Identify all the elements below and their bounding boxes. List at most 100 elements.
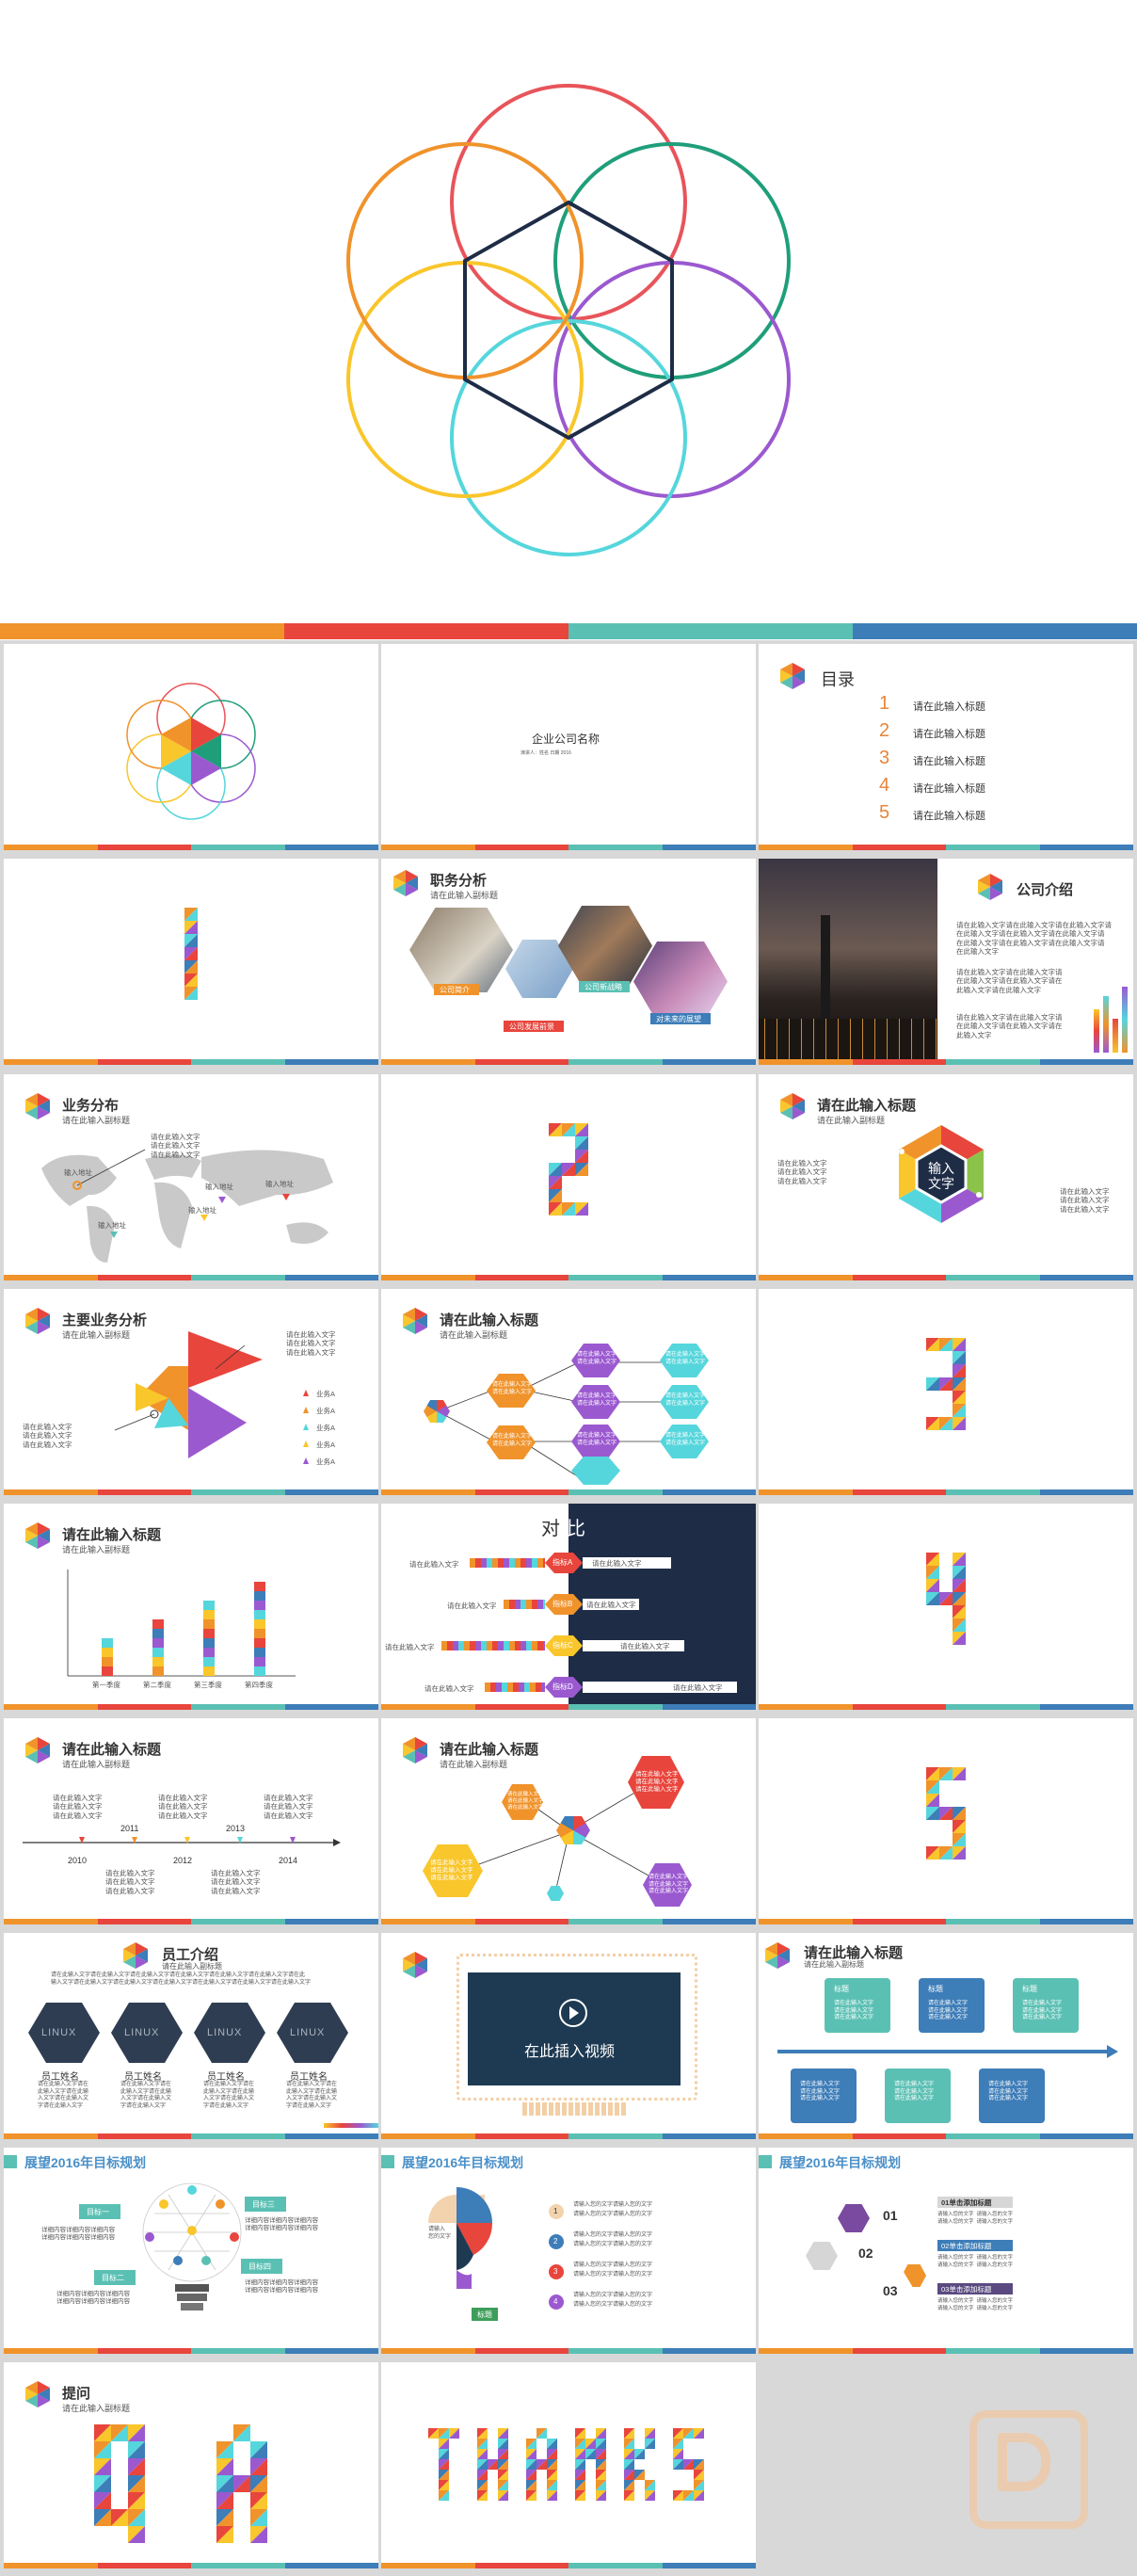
video-placeholder[interactable]: 在此插入视频	[468, 1972, 681, 2085]
staff-avatar	[277, 2003, 348, 2063]
pixel-tile	[549, 1176, 562, 1189]
pixel-tile	[547, 2439, 557, 2449]
slide-subtitle: 请在此输入副标题	[62, 1116, 131, 1125]
pixel-tile	[575, 2459, 585, 2470]
toc-item[interactable]: 请在此输入标题	[913, 701, 985, 713]
staff-avatar	[28, 2003, 100, 2063]
play-icon[interactable]	[559, 1999, 587, 2027]
color-band-blue	[853, 623, 1137, 639]
pixel-tile	[184, 960, 198, 974]
slide-hex-ring[interactable]: 请在此输入标题 请在此输入副标题 A B C D E F 输入 文字 请在此输入…	[759, 1074, 1133, 1280]
slide-title: 员工介绍	[162, 1947, 219, 1963]
slide-subtitle: 请在此输入副标题	[804, 1960, 864, 1969]
toc-item[interactable]: 请在此输入标题	[913, 811, 985, 822]
pixel-tile	[953, 1807, 966, 1820]
slide-section-3[interactable]	[759, 1289, 1133, 1495]
num-badge: 2	[549, 2234, 564, 2249]
pixel-tile	[184, 908, 198, 921]
title-marker	[759, 2155, 772, 2168]
pixel-tile	[953, 1605, 966, 1618]
cube-logo-icon	[23, 1735, 53, 1765]
slide-section-1[interactable]	[4, 859, 378, 1065]
num-badge: 4	[549, 2294, 564, 2310]
slide-timeline[interactable]: 请在此输入标题 请在此输入副标题 2010 2011 2012 2013 201…	[4, 1718, 378, 1924]
tree-node	[660, 1344, 709, 1377]
toc-item[interactable]: 请在此输入标题	[913, 783, 985, 795]
slide-section-4[interactable]	[759, 1504, 1133, 1710]
pixel-tile	[216, 2509, 233, 2526]
slide-video[interactable]: 在此插入视频	[381, 1933, 756, 2139]
pixel-tile	[575, 2490, 585, 2501]
slide-compare[interactable]: 对 比 请在此输入文字 请在此输入文字 请在此输入文字 请在此输入文字 指标A …	[381, 1504, 756, 1710]
slide-thanks[interactable]: THANKS	[381, 2362, 756, 2568]
slide-bar-chart[interactable]: 请在此输入标题 请在此输入副标题 第一季度 第二季度 第三季度 第四季度	[4, 1504, 378, 1710]
slide-goal-question[interactable]: 展望2016年目标规划 请输入 您的文字 标题 1 2 3 4 请输入您的文字请…	[381, 2148, 756, 2354]
pixel-tile	[575, 2439, 585, 2449]
pixel-tile	[439, 2449, 449, 2459]
pixel-tile	[250, 2492, 267, 2509]
bar-segment	[152, 1629, 164, 1638]
map-text: 请在此输入文字 请在此输入文字 请在此输入文字	[151, 1133, 200, 1159]
bar-segment	[102, 1666, 113, 1676]
slide-goal-bulb[interactable]: 展望2016年目标规划 目标一 目标二 目标三 目标四 详细内容详细内容详细内容…	[4, 2148, 378, 2354]
slide-main-business[interactable]: 主要业务分析 请在此输入副标题 请在此输入文字 请在此输入文字 请在此输入文字 …	[4, 1289, 378, 1495]
slide-qa[interactable]: 提问 请在此输入副标题	[4, 2362, 378, 2568]
company-name: 企业公司名称	[532, 733, 601, 746]
slide-job-analysis[interactable]: 职务分析 请在此输入副标题 公司简介 公司发展前景 公司新战略 对未来的展望	[381, 859, 756, 1065]
question-pie	[428, 2187, 493, 2289]
slide-goal-steps[interactable]: 展望2016年目标规划 01 02 03 01单击添加标题 02单击添加标题 0…	[759, 2148, 1133, 2354]
compare-tag: 指标D	[545, 1677, 583, 1698]
pixel-tile	[536, 2459, 547, 2470]
bar-segment	[203, 1601, 215, 1610]
slide-business-map[interactable]: 业务分布 请在此输入副标题 请在此输入文字 请在此输入文字 请在此输入文字 输入…	[4, 1074, 378, 1280]
flow-box	[979, 2069, 1045, 2123]
pixel-tile	[953, 1833, 966, 1846]
pixel-tile	[596, 2449, 606, 2459]
num-badge: 3	[549, 2264, 564, 2279]
pixel-tile	[939, 1807, 953, 1820]
slide-title: 展望2016年目标规划	[779, 2155, 902, 2170]
pixel-tile	[694, 2490, 704, 2501]
slide-section-2[interactable]	[381, 1074, 756, 1280]
pixel-thanks-word	[428, 2428, 704, 2501]
compare-tag: 指标A	[545, 1553, 583, 1573]
biz-text-left: 请在此输入文字 请在此输入文字 请在此输入文字	[23, 1423, 72, 1449]
compare-pixelbar	[485, 1682, 545, 1692]
pixel-tile	[645, 2490, 655, 2501]
slide-section-5[interactable]	[759, 1718, 1133, 1924]
cube-logo-icon	[400, 1950, 430, 1980]
slide-flow[interactable]: 请在此输入标题 请在此输入副标题 标题 标题 标题 请在此输入文字 请在此输入文…	[759, 1933, 1133, 2139]
slide-cover[interactable]: 企业公司名称 演讲人：姓名 日期 2016	[381, 644, 756, 850]
pixel-tile	[926, 1846, 939, 1860]
pixel-tile	[953, 1618, 966, 1632]
target-label: 目标三	[245, 2197, 286, 2212]
slide-staff[interactable]: 员工介绍 请在此输入副标题 请在此输入文字请在此输入文字请在此输入文字请在此输入…	[4, 1933, 378, 2139]
bar-segment	[152, 1638, 164, 1648]
hex-text-left: 请在此输入文字 请在此输入文字 请在此输入文字	[777, 1159, 827, 1185]
pixel-tile	[526, 2459, 536, 2470]
tree-node	[571, 1385, 620, 1419]
pixel-tile	[526, 2470, 536, 2480]
pixel-tile	[526, 2480, 536, 2490]
cube-logo-icon	[391, 868, 421, 898]
pixel-tile	[94, 2441, 111, 2458]
slide-logo[interactable]	[4, 644, 378, 850]
deco-hex	[806, 2242, 838, 2270]
pixel-tile	[233, 2424, 250, 2441]
slide-tree[interactable]: 请在此输入标题 请在此输入副标题 请在此输入文字 请在此输入文字 请在此输入文字…	[381, 1289, 756, 1495]
tag-box: 公司发展前景	[504, 1021, 564, 1032]
pixel-tile	[575, 1150, 588, 1163]
pixel-tile	[128, 2441, 145, 2458]
toc-item[interactable]: 请在此输入标题	[913, 729, 985, 740]
toc-item[interactable]: 请在此输入标题	[913, 756, 985, 767]
compare-title-right: 比	[567, 1519, 585, 1539]
bar-segment	[203, 1657, 215, 1666]
pixel-tile	[694, 2459, 704, 2470]
slide-company-intro[interactable]: 公司介绍 请在此输入文字请在此输入文字请在此输入文字请 在此输入文字请在此输入文…	[759, 859, 1133, 1065]
deco-bar	[1113, 1019, 1118, 1053]
pixel-tile	[673, 2439, 683, 2449]
pixel-tile	[953, 1767, 966, 1780]
pixel-tile	[596, 2459, 606, 2470]
slide-toc[interactable]: 目录 1 请在此输入标题 2 请在此输入标题 3 请在此输入标题 4 请在此输入…	[759, 644, 1133, 850]
slide-radial[interactable]: 请在此输入标题 请在此输入副标题 请在此输入文字 请在此输入文字 请在此输入文字…	[381, 1718, 756, 1924]
